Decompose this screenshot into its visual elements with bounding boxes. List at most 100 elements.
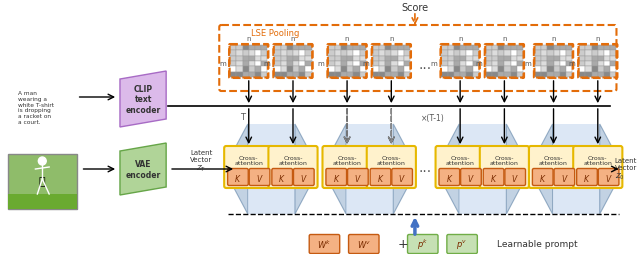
Bar (249, 67, 255, 72)
Bar (404, 56, 410, 62)
Bar (535, 46, 541, 51)
Bar (492, 56, 498, 62)
Bar (335, 72, 341, 78)
Text: Cross-
attention: Cross- attention (234, 155, 263, 166)
Text: m: m (568, 61, 575, 67)
Bar (604, 72, 611, 78)
Bar (404, 72, 410, 78)
Bar (328, 56, 335, 62)
Text: $W^v$: $W^v$ (356, 239, 371, 249)
Bar (379, 72, 385, 78)
Bar (341, 56, 347, 62)
Bar (504, 56, 511, 62)
Bar (498, 46, 504, 51)
Bar (328, 62, 335, 67)
Bar (604, 46, 611, 51)
Bar (547, 67, 554, 72)
Bar (511, 51, 517, 56)
Bar (467, 51, 472, 56)
Bar (243, 62, 249, 67)
Text: $V$: $V$ (256, 172, 264, 183)
Bar (391, 72, 397, 78)
Bar (486, 56, 492, 62)
Bar (504, 51, 511, 56)
Bar (517, 46, 523, 51)
Bar (261, 46, 268, 51)
Bar (236, 51, 243, 56)
Bar (448, 72, 454, 78)
Bar (591, 56, 598, 62)
Text: Cross-
attention: Cross- attention (445, 155, 475, 166)
Bar (498, 67, 504, 72)
Bar (579, 67, 586, 72)
FancyBboxPatch shape (505, 169, 525, 186)
Bar (328, 72, 335, 78)
Bar (360, 72, 365, 78)
Bar (586, 46, 591, 51)
Bar (385, 62, 391, 67)
Bar (385, 67, 391, 72)
Bar (275, 56, 280, 62)
Bar (498, 56, 504, 62)
Bar (504, 62, 511, 67)
Bar (566, 72, 572, 78)
FancyBboxPatch shape (272, 169, 292, 186)
Bar (353, 67, 360, 72)
Bar (486, 72, 492, 78)
Bar (604, 62, 611, 67)
Text: Learnable prompt: Learnable prompt (497, 240, 577, 248)
Bar (454, 72, 460, 78)
Bar (230, 51, 236, 56)
Bar (328, 67, 335, 72)
Bar (372, 56, 379, 62)
Bar (448, 51, 454, 56)
Bar (243, 72, 249, 78)
Bar (472, 56, 479, 62)
Text: m: m (220, 61, 226, 67)
Bar (535, 67, 541, 72)
Polygon shape (394, 124, 413, 214)
Bar (547, 56, 554, 62)
Bar (579, 56, 586, 62)
Bar (598, 62, 604, 67)
Bar (586, 51, 591, 56)
Bar (293, 67, 300, 72)
Bar (341, 46, 347, 51)
FancyBboxPatch shape (598, 169, 619, 186)
Bar (391, 67, 397, 72)
Polygon shape (295, 124, 315, 214)
Bar (335, 51, 341, 56)
Bar (604, 67, 611, 72)
Bar (280, 51, 287, 56)
Bar (397, 62, 404, 67)
Bar (535, 56, 541, 62)
Bar (554, 62, 560, 67)
FancyBboxPatch shape (309, 235, 340, 253)
Bar (472, 67, 479, 72)
Text: n: n (502, 36, 507, 42)
Bar (591, 51, 598, 56)
Text: $K$: $K$ (583, 172, 591, 183)
Bar (8, 194, 77, 209)
Bar (611, 46, 616, 51)
Text: Cross-
attention: Cross- attention (333, 155, 362, 166)
Text: T: T (241, 113, 245, 122)
Bar (460, 51, 467, 56)
Bar (379, 46, 385, 51)
FancyBboxPatch shape (534, 45, 573, 79)
Bar (472, 46, 479, 51)
Bar (460, 67, 467, 72)
Bar (404, 51, 410, 56)
Bar (261, 62, 268, 67)
Bar (243, 56, 249, 62)
FancyBboxPatch shape (484, 45, 524, 79)
Bar (579, 72, 586, 78)
FancyBboxPatch shape (480, 146, 529, 188)
Text: $K$: $K$ (234, 172, 242, 183)
Bar (8, 154, 77, 209)
Bar (236, 72, 243, 78)
Bar (261, 72, 268, 78)
Bar (287, 72, 293, 78)
Bar (275, 67, 280, 72)
Bar (230, 67, 236, 72)
